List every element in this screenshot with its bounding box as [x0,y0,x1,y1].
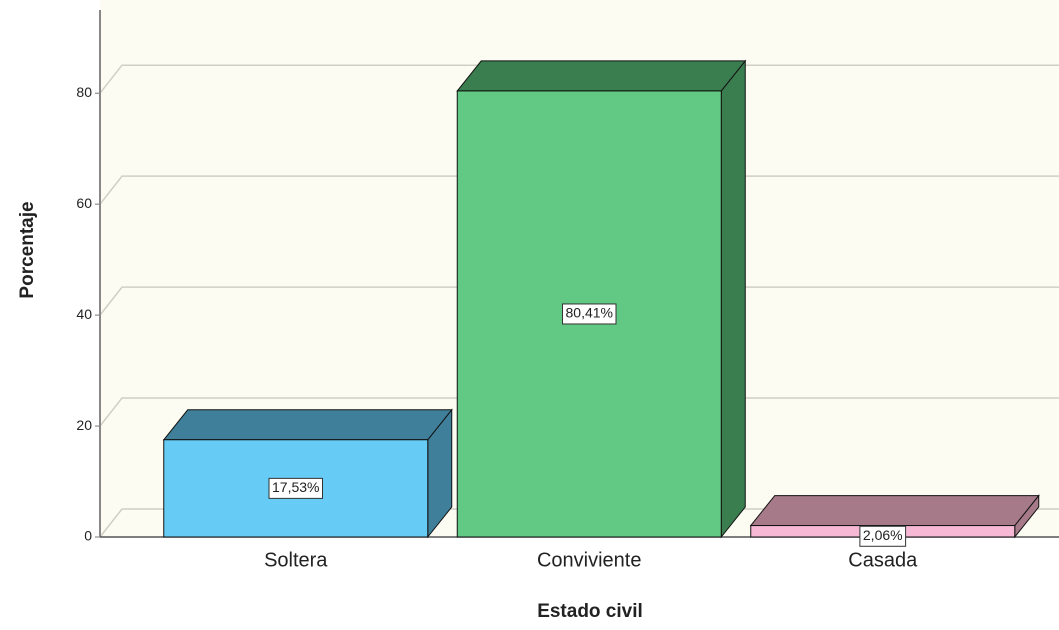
x-tick-label: Soltera [264,549,328,571]
y-tick-label: 0 [84,528,92,544]
data-label: 80,41% [566,305,613,321]
x-tick-label: Casada [848,549,918,571]
grid-line [99,508,1059,538]
data-label: 2,06% [863,527,903,543]
y-axis-title: Porcentaje [17,201,38,298]
y-tick-label: 40 [76,306,92,322]
bar-top [162,409,453,441]
y-tick-label: 80 [76,84,92,100]
bar-top [456,60,747,92]
grid-line [99,286,1059,316]
y-tick-label: 20 [76,417,92,433]
x-tick-label: Conviviente [537,549,642,571]
data-label-box [859,525,907,547]
data-label-box [268,477,323,499]
bar-top [749,495,1040,527]
grid-line [99,175,1059,205]
y-tick-label: 60 [76,195,92,211]
grid-line [99,64,1059,94]
data-label-box [562,303,617,325]
data-label: 17,53% [272,479,319,495]
bar-side [720,59,746,539]
x-axis-title: Estado civil [537,601,643,622]
grid-line [99,397,1059,427]
